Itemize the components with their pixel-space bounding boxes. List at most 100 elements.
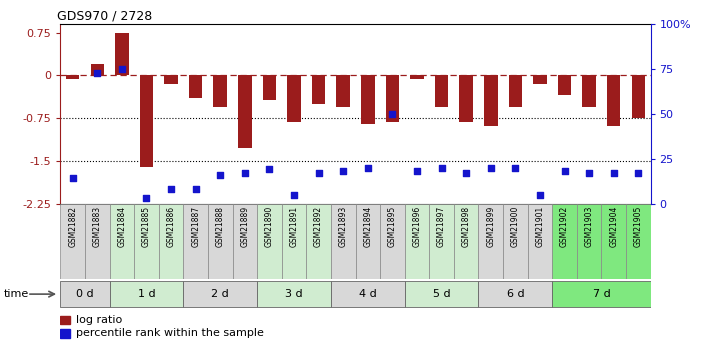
Point <box>510 165 521 170</box>
Bar <box>257 204 282 279</box>
Bar <box>405 281 479 307</box>
Text: GSM21888: GSM21888 <box>215 206 225 247</box>
Bar <box>602 204 626 279</box>
Text: 2 d: 2 d <box>211 288 229 298</box>
Bar <box>459 76 473 122</box>
Text: GSM21889: GSM21889 <box>240 206 250 247</box>
Bar <box>312 76 326 104</box>
Point <box>387 111 398 117</box>
Bar <box>380 204 405 279</box>
Bar <box>257 281 331 307</box>
Bar <box>90 64 104 76</box>
Point <box>461 170 472 176</box>
Point <box>116 66 127 72</box>
Text: GSM21885: GSM21885 <box>142 206 151 247</box>
Bar <box>85 204 109 279</box>
Point <box>411 168 422 174</box>
Bar <box>213 76 227 107</box>
Point <box>313 170 324 176</box>
Text: time: time <box>4 288 29 298</box>
Text: GSM21903: GSM21903 <box>584 206 594 247</box>
Point <box>67 176 78 181</box>
Bar <box>306 204 331 279</box>
Bar <box>232 204 257 279</box>
Bar <box>479 281 552 307</box>
Text: GSM21887: GSM21887 <box>191 206 201 247</box>
Bar <box>607 76 621 126</box>
Bar <box>503 204 528 279</box>
Point <box>436 165 447 170</box>
Bar <box>331 281 405 307</box>
Text: percentile rank within the sample: percentile rank within the sample <box>75 328 264 338</box>
Bar <box>331 204 356 279</box>
Bar <box>238 76 252 148</box>
Text: GSM21886: GSM21886 <box>166 206 176 247</box>
Point <box>92 70 103 75</box>
Bar <box>60 204 85 279</box>
Bar <box>528 204 552 279</box>
Point <box>534 192 545 197</box>
Bar <box>109 281 183 307</box>
Bar <box>508 76 522 107</box>
Text: GDS970 / 2728: GDS970 / 2728 <box>58 10 153 23</box>
Bar <box>361 76 375 124</box>
Bar <box>626 204 651 279</box>
Text: 0 d: 0 d <box>76 288 94 298</box>
Bar <box>533 76 547 84</box>
Point <box>608 170 619 176</box>
Bar <box>282 204 306 279</box>
Text: 1 d: 1 d <box>138 288 155 298</box>
Bar <box>183 281 257 307</box>
Bar <box>208 204 232 279</box>
Bar <box>66 76 80 79</box>
Text: GSM21894: GSM21894 <box>363 206 373 247</box>
Bar <box>189 76 203 98</box>
Text: 5 d: 5 d <box>433 288 450 298</box>
Bar <box>479 204 503 279</box>
Text: GSM21884: GSM21884 <box>117 206 127 247</box>
Point <box>264 167 275 172</box>
Text: GSM21891: GSM21891 <box>289 206 299 247</box>
Text: GSM21897: GSM21897 <box>437 206 446 247</box>
Text: GSM21890: GSM21890 <box>265 206 274 247</box>
Bar <box>484 76 498 126</box>
Point <box>338 168 349 174</box>
Bar <box>115 33 129 76</box>
Text: GSM21898: GSM21898 <box>461 206 471 247</box>
Bar <box>140 76 154 167</box>
Bar <box>552 281 651 307</box>
Bar <box>552 204 577 279</box>
Bar <box>435 76 449 107</box>
Point <box>239 170 250 176</box>
Bar <box>577 204 602 279</box>
Bar <box>60 316 70 324</box>
Point <box>166 186 177 192</box>
Point <box>584 170 595 176</box>
Text: GSM21895: GSM21895 <box>388 206 397 247</box>
Bar <box>164 76 178 84</box>
Bar <box>109 204 134 279</box>
Point <box>141 195 152 201</box>
Text: GSM21892: GSM21892 <box>314 206 323 247</box>
Bar <box>183 204 208 279</box>
Bar <box>287 76 301 122</box>
Bar <box>60 329 70 338</box>
Bar <box>582 76 596 107</box>
Text: GSM21900: GSM21900 <box>510 206 520 247</box>
Point <box>215 172 226 178</box>
Text: GSM21902: GSM21902 <box>560 206 569 247</box>
Bar <box>60 281 109 307</box>
Bar <box>557 76 571 95</box>
Text: GSM21882: GSM21882 <box>68 206 77 247</box>
Bar <box>159 204 183 279</box>
Text: GSM21896: GSM21896 <box>412 206 422 247</box>
Text: GSM21883: GSM21883 <box>93 206 102 247</box>
Text: GSM21893: GSM21893 <box>338 206 348 247</box>
Bar <box>405 204 429 279</box>
Bar <box>336 76 350 107</box>
Point <box>559 168 570 174</box>
Point <box>362 165 373 170</box>
Point <box>190 186 201 192</box>
Bar <box>356 204 380 279</box>
Bar <box>134 204 159 279</box>
